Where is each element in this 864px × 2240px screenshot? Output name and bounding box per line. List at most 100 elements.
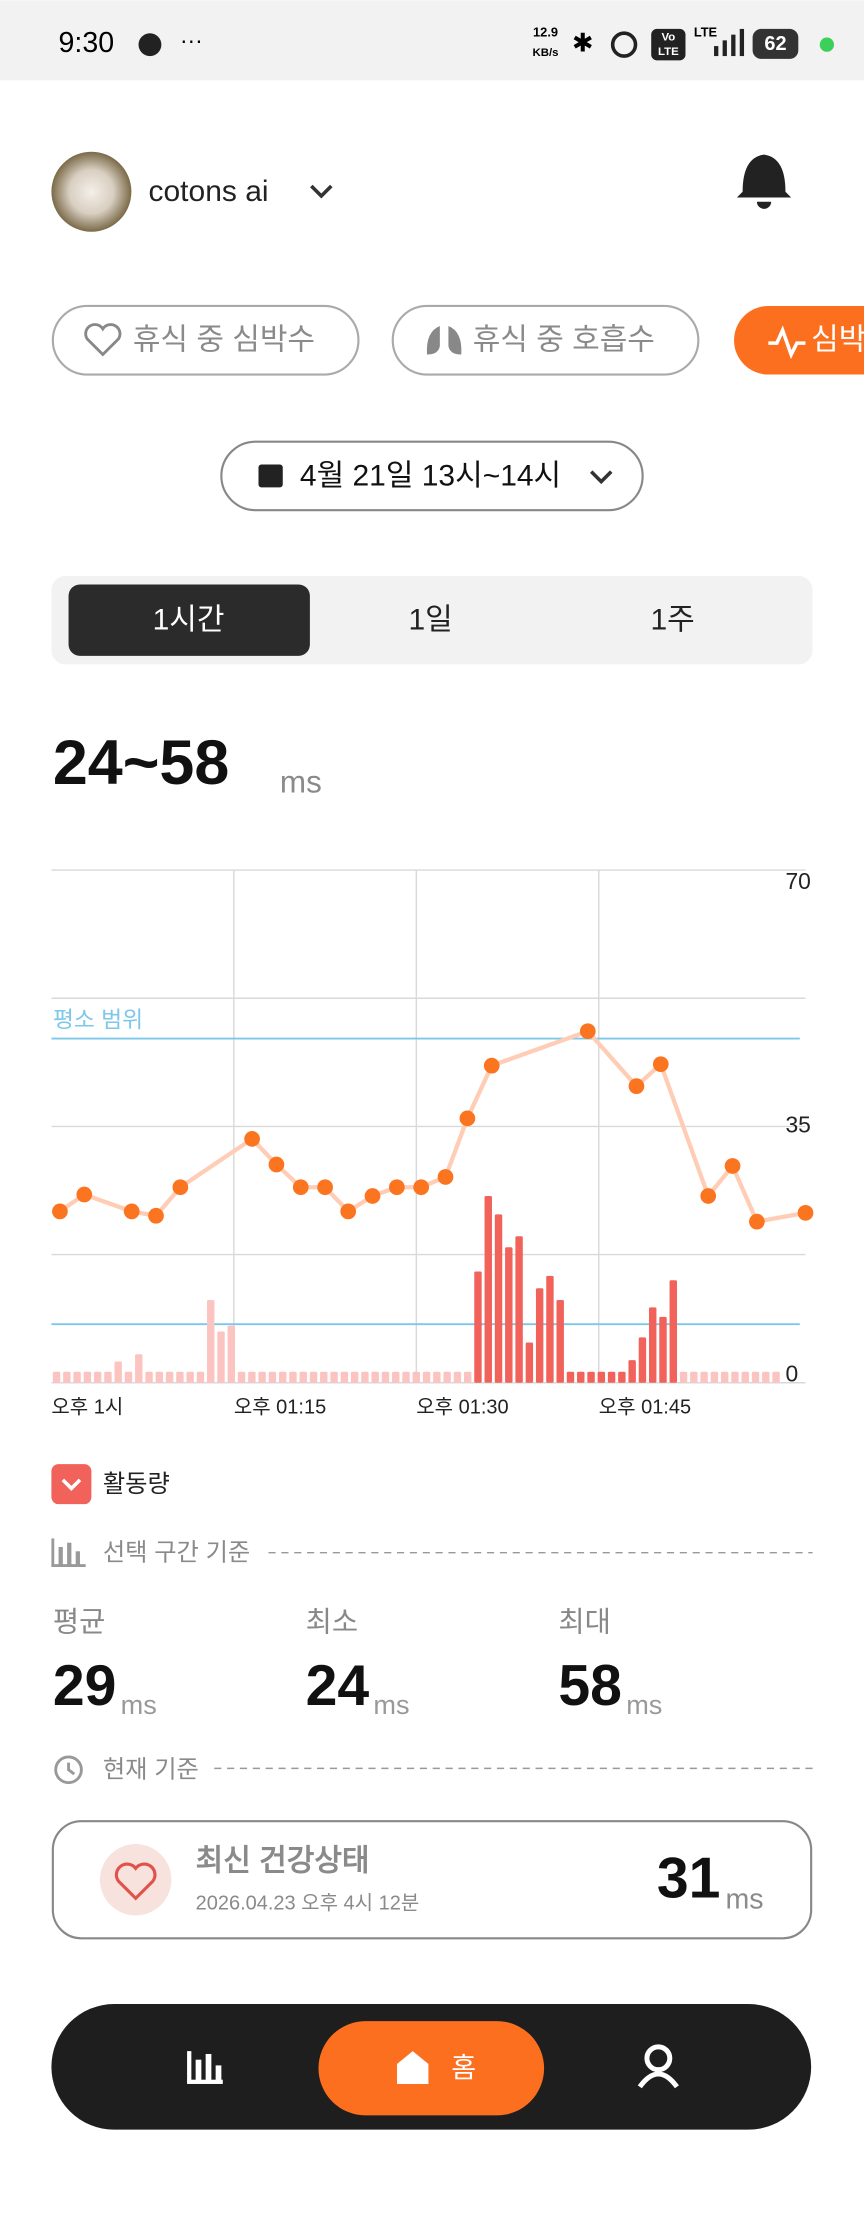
activity-bar <box>433 1371 441 1383</box>
activity-bar <box>659 1316 667 1383</box>
activity-bar <box>330 1371 338 1383</box>
activity-bar <box>741 1371 749 1383</box>
activity-bar <box>176 1371 184 1383</box>
y-tick-label: 35 <box>785 1111 810 1137</box>
point <box>388 1179 405 1196</box>
latest-unit: ms <box>725 1884 763 1916</box>
activity-bar <box>114 1361 122 1383</box>
x-tick-label: 오후 01:15 <box>234 1396 326 1419</box>
activity-bar <box>679 1371 688 1383</box>
activity-bar <box>597 1371 606 1383</box>
activity-bar <box>299 1371 307 1383</box>
period-tab-label[interactable]: 1일 <box>408 604 452 637</box>
activity-bar <box>248 1371 256 1383</box>
avatar[interactable] <box>51 151 132 232</box>
activity-bar <box>63 1371 71 1383</box>
period-tab-active[interactable] <box>68 584 310 656</box>
activity-bar <box>463 1371 472 1383</box>
status-time: 9:30 <box>59 27 115 59</box>
latest-card[interactable] <box>51 1820 813 1940</box>
activity-bar <box>155 1371 164 1383</box>
volte-icon <box>651 28 686 61</box>
activity-bar <box>474 1271 482 1383</box>
activity-bar <box>145 1371 153 1383</box>
point <box>749 1213 765 1230</box>
chevron[interactable] <box>310 184 333 199</box>
activity-bar <box>443 1371 451 1383</box>
activity-bar <box>402 1371 410 1383</box>
period-tab-label[interactable]: 1주 <box>651 604 695 637</box>
point <box>292 1179 309 1196</box>
metric-tab[interactable] <box>391 304 700 376</box>
activity-bar <box>412 1371 421 1383</box>
nav-stats-icon[interactable] <box>187 2051 223 2084</box>
activity-bar <box>186 1371 194 1383</box>
stat-unit: ms <box>121 1689 157 1720</box>
activity-bar <box>268 1371 277 1383</box>
activity-bar <box>618 1371 626 1383</box>
activity-bar <box>237 1371 246 1383</box>
activity-bar <box>135 1354 143 1383</box>
metric-tab-active[interactable] <box>734 305 864 375</box>
point <box>76 1186 93 1203</box>
status-icon <box>138 33 162 57</box>
range-unit: ms <box>280 765 322 800</box>
activity-bar <box>710 1371 719 1383</box>
metric-tab-label[interactable]: 휴식 중 심박수 <box>133 324 315 357</box>
activity-bar <box>720 1371 729 1383</box>
metric-tab-label[interactable]: 심박 <box>811 324 864 357</box>
nav-profile-icon[interactable] <box>644 2044 673 2073</box>
period-tab-label[interactable]: 1시간 <box>153 604 225 637</box>
clock-hand <box>67 1762 76 1776</box>
activity-bar <box>217 1331 225 1383</box>
point <box>52 1203 68 1220</box>
point <box>244 1131 260 1147</box>
stat-label: 최소 <box>306 1607 359 1639</box>
nav-home[interactable] <box>318 2021 545 2116</box>
activity-bar <box>124 1371 133 1383</box>
section-heading: 현재 기준 <box>103 1757 199 1784</box>
latest-title: 최신 건강상태 <box>196 1845 370 1878</box>
profile-name[interactable]: cotons ai <box>149 175 269 208</box>
activity-bar <box>381 1371 390 1383</box>
point <box>797 1204 814 1221</box>
nav-profile-body[interactable] <box>637 2071 679 2089</box>
latest-value: 31 <box>657 1847 721 1911</box>
activity-bar <box>494 1214 503 1383</box>
metric-tab[interactable] <box>51 304 360 376</box>
point <box>317 1179 333 1196</box>
activity-bar <box>289 1371 297 1383</box>
bar-icon <box>51 1538 86 1567</box>
nav-home-label[interactable]: 홈 <box>451 2052 476 2083</box>
bluetooth-icon: ✱ <box>572 29 594 57</box>
signal-icon <box>714 28 745 57</box>
legend-checkbox[interactable] <box>51 1464 92 1505</box>
legend-label[interactable]: 활동량 <box>103 1471 170 1498</box>
point <box>148 1207 164 1224</box>
chevron[interactable] <box>589 470 613 485</box>
metric-tab-label[interactable]: 휴식 중 호흡수 <box>473 324 655 357</box>
activity-bar <box>320 1371 328 1383</box>
y-tick-label: 70 <box>785 868 810 894</box>
point <box>579 1023 596 1040</box>
date-label[interactable]: 4월 21일 13시~14시 <box>300 459 561 492</box>
activity-bar <box>227 1325 236 1383</box>
dot <box>819 37 835 52</box>
bell-icon[interactable] <box>736 154 792 209</box>
net-unit: KB/s <box>533 47 559 59</box>
latest-time: 2026.04.23 오후 4시 12분 <box>196 1891 420 1914</box>
check-icon <box>61 1478 82 1491</box>
point <box>724 1158 741 1174</box>
activity-bar <box>278 1371 287 1383</box>
section-heading: 선택 구간 기준 <box>103 1540 250 1567</box>
activity-bar <box>628 1360 636 1383</box>
date-selector[interactable] <box>220 440 644 512</box>
activity-bar <box>104 1371 112 1383</box>
activity-bar <box>165 1371 174 1383</box>
point <box>123 1203 140 1220</box>
volte-top: Vo <box>661 32 675 44</box>
lung-icon <box>426 325 462 355</box>
activity-bar <box>340 1371 349 1383</box>
activity-bar <box>566 1371 575 1383</box>
